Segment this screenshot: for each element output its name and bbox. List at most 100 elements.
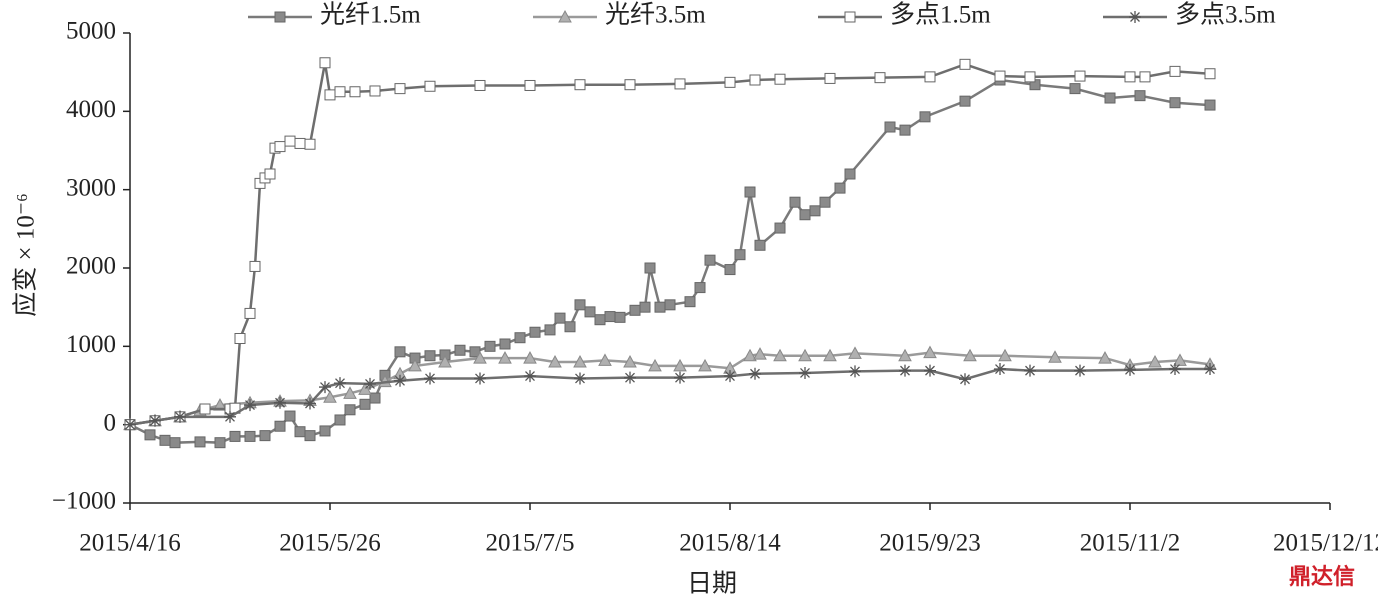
marker (319, 425, 331, 437)
marker (824, 72, 836, 84)
marker (523, 351, 537, 364)
marker (574, 372, 586, 385)
legend-label: 光纤3.5m (605, 1, 706, 29)
marker (249, 260, 261, 272)
marker (169, 437, 181, 449)
marker (544, 324, 556, 336)
marker (524, 370, 536, 383)
marker (754, 239, 766, 251)
marker (394, 83, 406, 95)
marker (274, 141, 286, 153)
x-tick-label: 2015/12/12 (1273, 530, 1378, 557)
y-tick-label: 0 (104, 409, 117, 436)
y-tick-label: 5000 (66, 18, 116, 45)
watermark: 鼎达信 (1289, 564, 1355, 590)
marker (898, 348, 912, 362)
marker (1098, 351, 1112, 364)
marker (319, 381, 331, 394)
marker (624, 79, 636, 91)
marker (774, 222, 786, 234)
marker (564, 321, 576, 333)
marker (899, 124, 911, 136)
marker (1069, 83, 1081, 95)
marker (644, 262, 656, 274)
marker (673, 358, 687, 372)
marker (823, 348, 837, 362)
marker (919, 111, 931, 123)
marker (1074, 364, 1086, 377)
marker (573, 354, 587, 368)
marker (358, 382, 372, 395)
marker (598, 353, 612, 366)
marker (554, 312, 566, 324)
marker (1024, 71, 1036, 83)
marker (524, 79, 536, 91)
marker (259, 430, 271, 442)
y-tick-label: 4000 (66, 96, 116, 123)
marker (1048, 350, 1062, 363)
marker (963, 348, 977, 362)
marker (369, 85, 381, 97)
marker (584, 306, 596, 318)
marker (1204, 68, 1216, 80)
marker (639, 301, 651, 313)
marker (324, 89, 336, 101)
legend-label: 光纤1.5m (320, 1, 421, 29)
marker (304, 397, 316, 410)
marker (394, 374, 406, 387)
marker (394, 346, 406, 358)
marker (734, 249, 746, 261)
marker (574, 79, 586, 91)
x-tick-label: 2015/7/5 (486, 530, 575, 557)
marker (498, 351, 512, 364)
marker (849, 365, 861, 378)
x-axis-label: 日期 (687, 571, 737, 598)
y-tick-label: −1000 (52, 488, 116, 515)
y-tick-label: 3000 (66, 174, 116, 201)
legend-marker (844, 11, 856, 23)
marker (674, 371, 686, 384)
marker (284, 135, 296, 147)
x-tick-label: 2015/11/2 (1080, 530, 1180, 557)
marker (1169, 363, 1181, 376)
x-tick-label: 2015/4/16 (79, 530, 180, 557)
marker (1124, 363, 1136, 376)
legend-marker (558, 9, 572, 23)
marker (753, 347, 767, 360)
marker (323, 390, 337, 403)
marker (364, 377, 376, 390)
marker (819, 196, 831, 208)
marker (809, 205, 821, 217)
marker (959, 95, 971, 107)
marker (743, 348, 757, 362)
marker (344, 404, 356, 416)
marker (614, 311, 626, 323)
x-tick-label: 2015/8/14 (679, 530, 781, 557)
marker (408, 358, 422, 372)
marker (214, 437, 226, 449)
marker (749, 74, 761, 86)
marker (438, 354, 452, 368)
marker (744, 186, 756, 198)
marker (924, 364, 936, 377)
marker (848, 346, 862, 359)
marker (194, 436, 206, 448)
legend-label: 多点1.5m (890, 1, 991, 29)
marker (1148, 354, 1162, 368)
marker (789, 196, 801, 208)
marker (343, 386, 357, 399)
marker (774, 73, 786, 85)
y-tick-label: 1000 (66, 331, 116, 358)
marker (1169, 97, 1181, 109)
marker (773, 348, 787, 362)
x-tick-label: 2015/9/23 (879, 530, 980, 557)
marker (359, 398, 371, 410)
marker (648, 358, 662, 372)
marker (529, 326, 541, 338)
series-line (129, 351, 1211, 426)
marker (234, 333, 246, 344)
marker (224, 410, 236, 423)
marker (144, 429, 156, 441)
marker (664, 299, 676, 311)
marker (574, 299, 586, 311)
